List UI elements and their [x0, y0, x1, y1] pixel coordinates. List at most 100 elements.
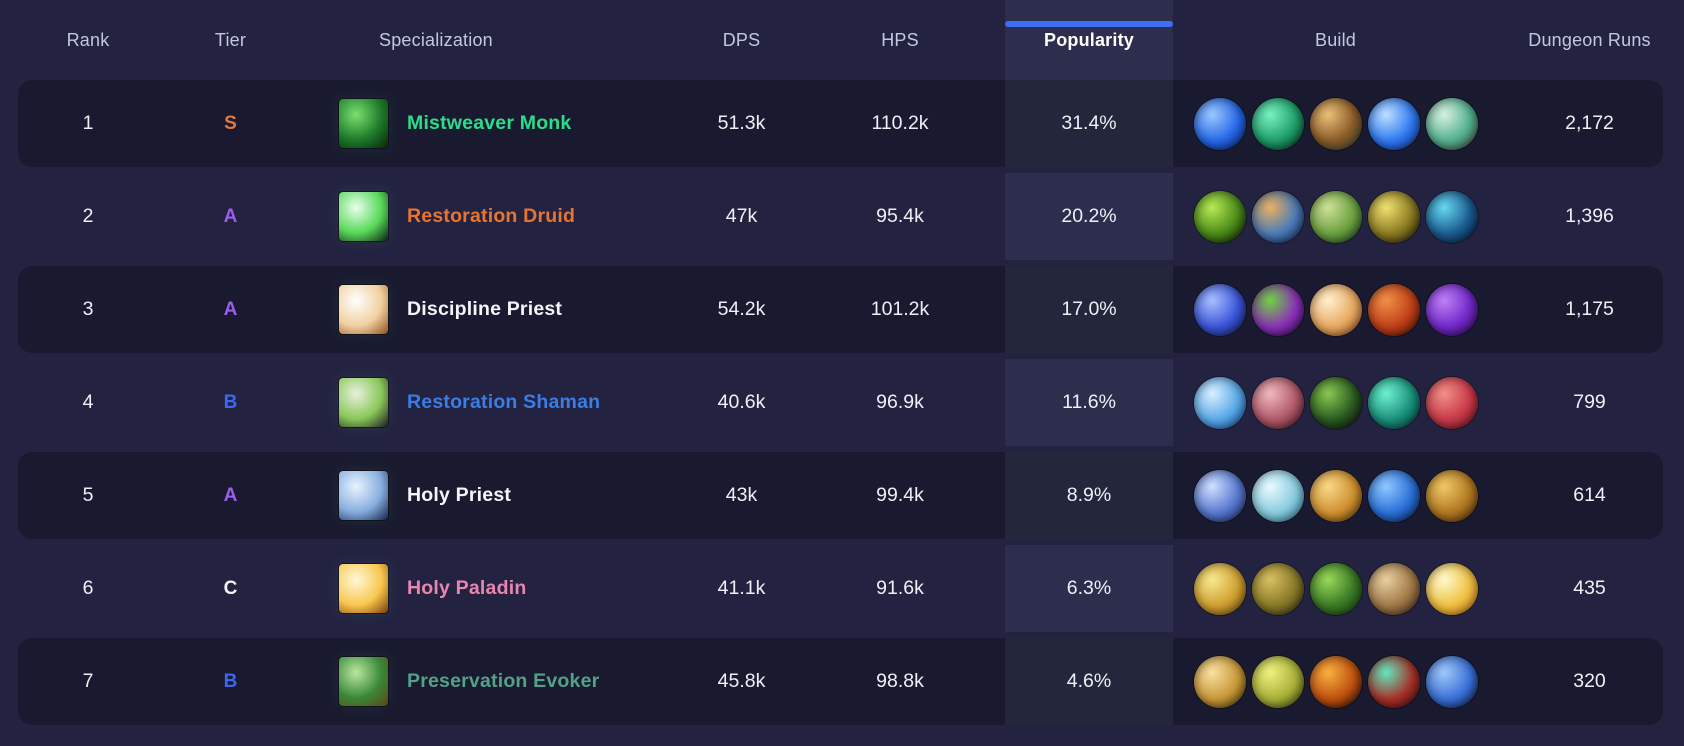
yellow-rings-icon[interactable] — [1252, 655, 1304, 708]
radiant-hand-icon[interactable] — [1310, 283, 1362, 336]
column-header-dungeon-runs[interactable]: Dungeon Runs — [1528, 29, 1651, 50]
jade-mist-swirl-icon[interactable] — [1252, 97, 1304, 150]
dungeon-runs-value: 1,175 — [1565, 298, 1614, 320]
bronze-monk-plaque-icon[interactable] — [1310, 97, 1362, 150]
hps-value: 95.4k — [876, 205, 924, 227]
column-header-popularity-label: Popularity — [1043, 29, 1134, 50]
popularity-value: 4.6% — [1005, 638, 1173, 725]
purple-green-orbs-icon[interactable] — [1252, 283, 1304, 336]
red-orange-hand-icon[interactable] — [1368, 283, 1420, 336]
dps-value: 45.8k — [717, 670, 766, 692]
green-leaves-icon[interactable] — [1310, 562, 1362, 615]
build-icons — [1173, 266, 1498, 353]
tan-swirl-icon[interactable] — [1368, 562, 1420, 615]
rank-value: 4 — [82, 391, 94, 413]
red-crystal-fist-icon[interactable] — [1426, 376, 1478, 429]
active-column-indicator — [1005, 21, 1173, 27]
blue-light-streak-icon[interactable] — [1368, 97, 1420, 150]
amber-bell-icon[interactable] — [1310, 469, 1362, 522]
green-seed-icon[interactable] — [1310, 190, 1362, 243]
tier-letter: A — [223, 205, 238, 227]
dps-value: 43k — [725, 484, 758, 506]
olive-relic-icon[interactable] — [1252, 562, 1304, 615]
column-header-hps[interactable]: HPS — [881, 29, 919, 50]
blue-orbs-lamp-icon[interactable] — [1368, 469, 1420, 522]
dungeon-runs-value: 2,172 — [1565, 112, 1614, 134]
column-header-specialization[interactable]: Specialization — [379, 29, 493, 50]
dps-value: 40.6k — [717, 391, 766, 413]
popularity-value: 11.6% — [1005, 359, 1173, 446]
golden-orb-icon[interactable] — [1194, 655, 1246, 708]
golden-lightning-icon[interactable] — [1368, 190, 1420, 243]
green-sprout-icon[interactable] — [1194, 190, 1246, 243]
spec-name[interactable]: Holy Priest — [407, 484, 512, 506]
table-body: 1 S Mistweaver Monk 51.3k 110.2k 31.4% 2… — [0, 80, 1684, 725]
spec-name[interactable]: Preservation Evoker — [407, 670, 600, 692]
gold-starburst-icon[interactable] — [1194, 562, 1246, 615]
jade-statue-icon[interactable] — [1426, 97, 1478, 150]
build-icons — [1173, 638, 1498, 725]
table-row[interactable]: 5 A Holy Priest 43k 99.4k 8.9% 614 — [18, 452, 1663, 539]
hps-value: 91.6k — [876, 577, 924, 599]
flame-orb-icon[interactable] — [1310, 655, 1362, 708]
dungeon-runs-value: 435 — [1573, 577, 1606, 599]
table-header: Rank Tier Specialization DPS HPS Popular… — [18, 0, 1663, 80]
hps-value: 98.8k — [876, 670, 924, 692]
spec-name[interactable]: Restoration Druid — [407, 205, 576, 227]
rank-value: 3 — [82, 298, 94, 320]
golden-phoenix-icon[interactable] — [1426, 469, 1478, 522]
spec-name[interactable]: Holy Paladin — [407, 577, 527, 599]
restoration-druid-icon — [339, 192, 388, 241]
table-row[interactable]: 2 A Restoration Druid 47k 95.4k 20.2% 1,… — [18, 173, 1663, 260]
hps-value: 101.2k — [870, 298, 930, 320]
red-teal-dragon-icon[interactable] — [1368, 655, 1420, 708]
column-header-dps[interactable]: DPS — [722, 29, 761, 50]
pink-spirit-figure-icon[interactable] — [1252, 376, 1304, 429]
build-icons — [1173, 359, 1498, 446]
popularity-value: 31.4% — [1005, 80, 1173, 167]
glowing-blue-figure-icon[interactable] — [1194, 283, 1246, 336]
hps-value: 99.4k — [876, 484, 924, 506]
tier-letter: B — [223, 391, 238, 413]
rank-value: 2 — [82, 205, 94, 227]
popularity-value: 8.9% — [1005, 452, 1173, 539]
tier-letter: B — [223, 670, 238, 692]
table-row[interactable]: 6 C Holy Paladin 41.1k 91.6k 6.3% 435 — [18, 545, 1663, 632]
popularity-value: 6.3% — [1005, 545, 1173, 632]
table-row[interactable]: 4 B Restoration Shaman 40.6k 96.9k 11.6%… — [18, 359, 1663, 446]
column-header-build[interactable]: Build — [1314, 29, 1357, 50]
hps-value: 96.9k — [876, 391, 924, 413]
tier-letter: A — [223, 484, 238, 506]
ice-crystal-icon[interactable] — [1194, 376, 1246, 429]
blue-sparkle-orb-icon[interactable] — [1426, 655, 1478, 708]
table-row[interactable]: 3 A Discipline Priest 54.2k 101.2k 17.0%… — [18, 266, 1663, 353]
restoration-shaman-icon — [339, 378, 388, 427]
table-row[interactable]: 7 B Preservation Evoker 45.8k 98.8k 4.6%… — [18, 638, 1663, 725]
cyan-leaf-icon[interactable] — [1426, 190, 1478, 243]
rank-value: 1 — [82, 112, 94, 134]
table-row[interactable]: 1 S Mistweaver Monk 51.3k 110.2k 31.4% 2… — [18, 80, 1663, 167]
column-header-tier[interactable]: Tier — [214, 29, 247, 50]
dungeon-runs-value: 614 — [1573, 484, 1606, 506]
teal-vortex-icon[interactable] — [1368, 376, 1420, 429]
tier-letter: A — [223, 298, 238, 320]
spec-name[interactable]: Mistweaver Monk — [407, 112, 572, 134]
healer-tier-table: Rank Tier Specialization DPS HPS Popular… — [0, 0, 1684, 725]
column-header-popularity[interactable]: Popularity — [1005, 0, 1173, 80]
blue-lightning-web-icon[interactable] — [1194, 97, 1246, 150]
green-serpent-icon[interactable] — [1310, 376, 1362, 429]
blue-angel-icon[interactable] — [1194, 469, 1246, 522]
pale-feather-swirl-icon[interactable] — [1252, 469, 1304, 522]
golden-sun-icon[interactable] — [1426, 562, 1478, 615]
build-icons — [1173, 173, 1498, 260]
build-icons — [1173, 452, 1498, 539]
column-header-rank[interactable]: Rank — [66, 29, 110, 50]
discipline-priest-icon — [339, 285, 388, 334]
purple-swirl-icon[interactable] — [1426, 283, 1478, 336]
spec-name[interactable]: Restoration Shaman — [407, 391, 601, 413]
dps-value: 51.3k — [717, 112, 766, 134]
dps-value: 47k — [725, 205, 758, 227]
dps-value: 54.2k — [717, 298, 766, 320]
spec-name[interactable]: Discipline Priest — [407, 298, 563, 320]
autumn-leaf-frost-icon[interactable] — [1252, 190, 1304, 243]
